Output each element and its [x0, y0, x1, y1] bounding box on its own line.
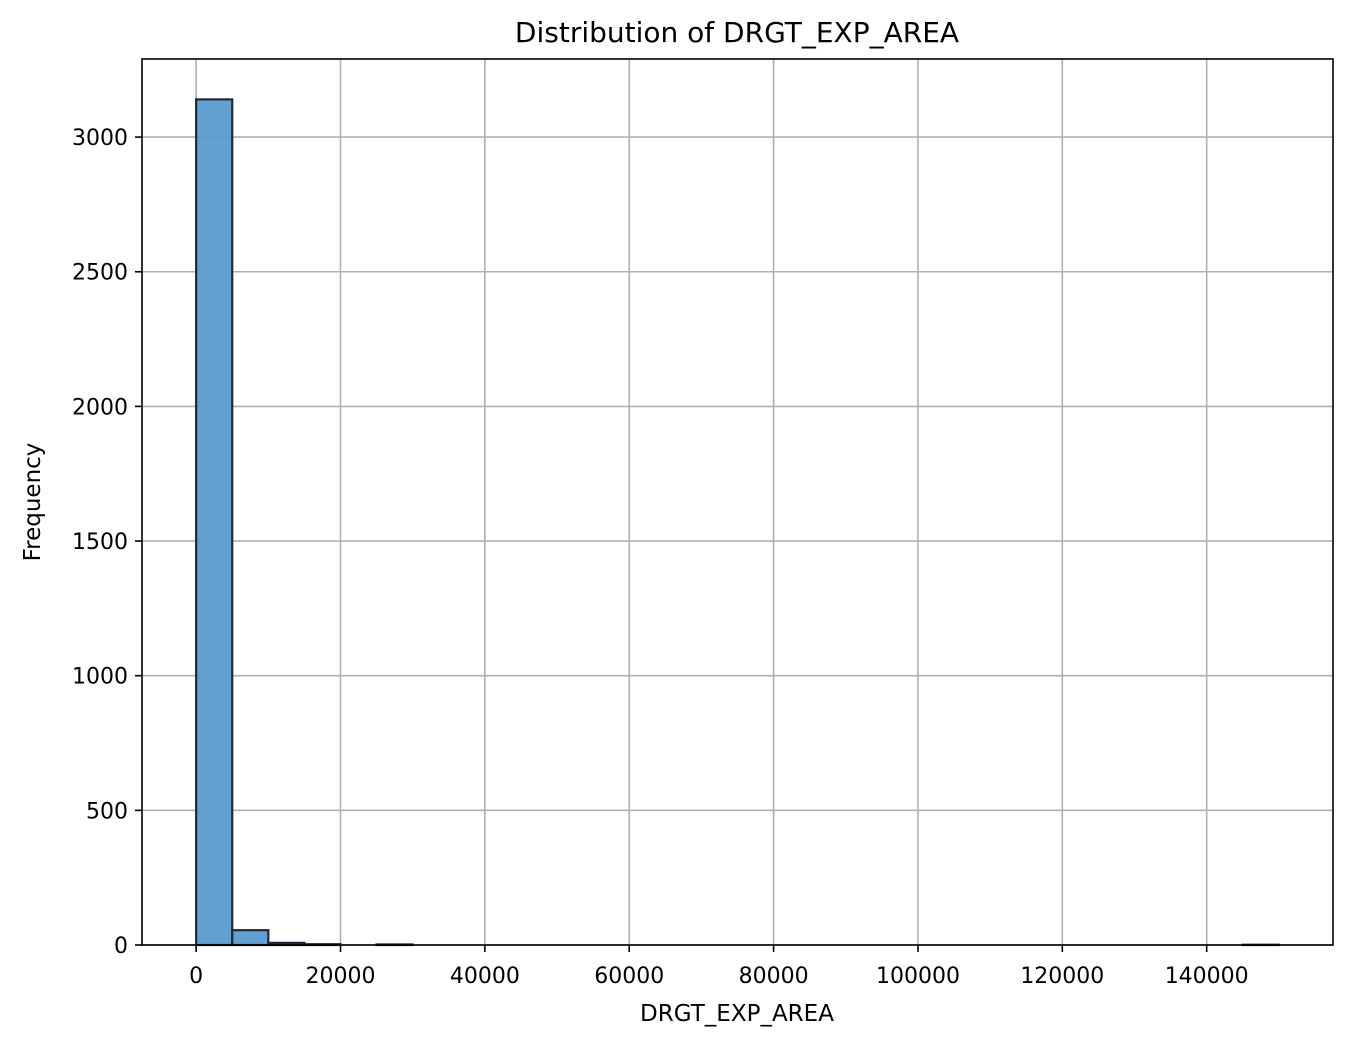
x-tick-label: 40000: [450, 964, 520, 989]
x-tick-label: 60000: [594, 964, 664, 989]
y-axis-ticks: 0 500 1000 1500 2000 2500 3000: [72, 126, 142, 959]
histogram-bar: [195, 98, 234, 947]
x-axis-label: DRGT_EXP_AREA: [640, 1001, 834, 1027]
y-axis-label: Frequency: [20, 443, 46, 562]
y-tick-label: 2000: [72, 395, 128, 420]
y-tick-label: 2500: [72, 261, 128, 286]
y-tick-label: 3000: [72, 126, 128, 151]
bars: [195, 98, 1280, 947]
x-tick-label: 100000: [876, 964, 960, 989]
chart-title: Distribution of DRGT_EXP_AREA: [515, 16, 959, 49]
x-tick-label: 80000: [739, 964, 809, 989]
x-tick-label: 0: [189, 964, 203, 989]
y-tick-label: 1000: [72, 665, 128, 690]
x-tick-label: 140000: [1165, 964, 1249, 989]
y-tick-label: 500: [86, 799, 128, 824]
x-tick-label: 120000: [1020, 964, 1104, 989]
x-axis-ticks: 0 20000 40000 60000 80000 100000 120000 140000: [189, 945, 1249, 989]
x-tick-label: 20000: [306, 964, 376, 989]
plot-frame: [141, 58, 1334, 946]
y-tick-label: 0: [114, 934, 128, 959]
y-tick-label: 1500: [72, 530, 128, 555]
histogram-bar: [231, 929, 270, 947]
